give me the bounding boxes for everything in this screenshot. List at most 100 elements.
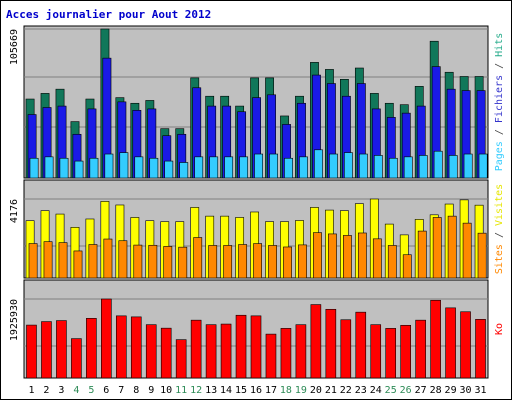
- series-label-part: Sites: [494, 244, 505, 274]
- series-label-part: Fichiers: [494, 75, 505, 123]
- bar-pages-day-14: [224, 156, 234, 179]
- bar-sites-day-2: [43, 241, 53, 279]
- bar-ko-day-15: [235, 314, 247, 379]
- bar-ko-day-7: [115, 315, 127, 379]
- bar-pages-day-17: [269, 153, 278, 179]
- bar-pages-day-22: [344, 152, 353, 179]
- bar-pages-day-16: [254, 153, 263, 179]
- series-label-part: Ko: [494, 323, 505, 335]
- bar-sites-day-21: [328, 233, 337, 279]
- x-tick-day-30: 30: [460, 385, 472, 396]
- bar-ko-day-27: [415, 319, 426, 379]
- series-label-part: Pages: [494, 141, 505, 171]
- bar-pages-day-5: [89, 157, 99, 179]
- bar-pages-day-15: [239, 156, 249, 179]
- x-tick-day-16: 16: [250, 385, 262, 396]
- bar-pages-day-13: [209, 156, 219, 179]
- bar-sites-day-28: [432, 217, 442, 279]
- bar-sites-day-15: [238, 244, 248, 279]
- panel-2: 4176 Sites / Visites: [9, 179, 505, 279]
- bar-pages-day-29: [448, 155, 458, 179]
- y-max-label: 4176: [9, 199, 20, 223]
- bar-pages-day-1: [29, 157, 39, 179]
- series-label-part: Visites: [494, 184, 505, 226]
- x-tick-day-3: 3: [58, 385, 64, 396]
- bar-pages-day-25: [388, 157, 398, 179]
- bar-sites-day-6: [103, 238, 113, 279]
- bar-sites-day-4: [73, 250, 83, 279]
- bar-sites-day-29: [447, 215, 457, 279]
- bar-ko-day-22: [340, 319, 352, 379]
- bar-sites-day-24: [372, 238, 382, 279]
- bar-ko-day-24: [370, 324, 382, 379]
- bar-sites-day-12: [193, 237, 203, 279]
- x-tick-day-21: 21: [325, 385, 337, 396]
- bar-ko-day-17: [265, 333, 277, 379]
- bar-sites-day-25: [387, 245, 397, 279]
- bar-ko-day-5: [86, 318, 97, 379]
- x-tick-day-5: 5: [88, 385, 94, 396]
- x-tick-day-2: 2: [43, 385, 49, 396]
- bar-ko-day-23: [355, 311, 367, 379]
- bar-ko-day-19: [295, 324, 307, 379]
- bar-ko-day-6: [101, 298, 112, 379]
- bar-sites-day-22: [343, 235, 352, 279]
- x-axis-labels: 1 2 3 4 5 6 7 8 9 10 11 12 13 14 15 16 17 18 19 20 21 22 23 24 2…: [28, 385, 486, 396]
- bar-pages-day-10: [164, 160, 174, 179]
- x-tick-day-12: 12: [190, 385, 202, 396]
- bar-ko-day-30: [460, 311, 471, 379]
- bar-ko-day-18: [280, 328, 292, 379]
- bar-pages-day-21: [329, 153, 338, 179]
- bar-ko-day-25: [385, 328, 397, 379]
- bar-ko-day-8: [130, 316, 142, 379]
- x-tick-day-14: 14: [220, 385, 232, 396]
- bar-pages-day-28: [433, 150, 443, 179]
- bar-pages-day-31: [478, 153, 488, 179]
- bar-sites-day-7: [118, 240, 128, 279]
- series-axis-label: Pages / Fichiers / Hits: [494, 33, 505, 172]
- bar-pages-day-30: [463, 153, 473, 179]
- bar-sites-day-27: [417, 230, 427, 279]
- bar-pages-day-26: [403, 156, 413, 179]
- bar-pages-day-9: [149, 157, 159, 179]
- bar-ko-day-10: [160, 327, 172, 379]
- bar-ko-day-14: [220, 323, 232, 379]
- series-axis-label: Ko: [494, 323, 505, 335]
- x-tick-day-31: 31: [474, 385, 486, 396]
- bar-sites-day-20: [313, 232, 322, 279]
- bar-sites-day-18: [283, 246, 292, 279]
- bar-ko-day-13: [205, 324, 217, 379]
- bar-sites-day-10: [163, 246, 173, 279]
- x-tick-day-1: 1: [28, 385, 34, 396]
- bar-ko-day-3: [56, 320, 67, 379]
- series-label-part: /: [494, 57, 505, 75]
- x-tick-day-4: 4: [73, 385, 79, 396]
- y-max-label: 1925930: [9, 299, 20, 341]
- bar-ko-day-12: [190, 319, 202, 379]
- bar-sites-day-26: [402, 254, 412, 279]
- bar-sites-day-1: [28, 243, 38, 279]
- x-tick-day-7: 7: [118, 385, 124, 396]
- x-tick-day-18: 18: [280, 385, 292, 396]
- bar-sites-day-17: [268, 245, 277, 279]
- x-tick-day-19: 19: [295, 385, 307, 396]
- x-tick-day-11: 11: [175, 385, 187, 396]
- x-tick-day-24: 24: [370, 385, 382, 396]
- chart-title: Acces journalier pour Aout 2012: [6, 8, 211, 21]
- bar-ko-day-20: [310, 304, 322, 379]
- x-tick-day-23: 23: [355, 385, 367, 396]
- x-tick-day-28: 28: [430, 385, 442, 396]
- x-tick-day-27: 27: [415, 385, 427, 396]
- x-tick-day-17: 17: [265, 385, 277, 396]
- bar-sites-day-31: [477, 232, 487, 279]
- bar-sites-day-14: [223, 245, 233, 279]
- bar-ko-day-4: [71, 338, 82, 379]
- series-label-part: /: [494, 226, 505, 244]
- x-tick-day-26: 26: [400, 385, 412, 396]
- x-tick-day-9: 9: [148, 385, 154, 396]
- x-tick-day-13: 13: [205, 385, 217, 396]
- bar-pages-day-4: [74, 160, 84, 179]
- x-tick-day-25: 25: [385, 385, 397, 396]
- bar-sites-day-30: [462, 222, 472, 279]
